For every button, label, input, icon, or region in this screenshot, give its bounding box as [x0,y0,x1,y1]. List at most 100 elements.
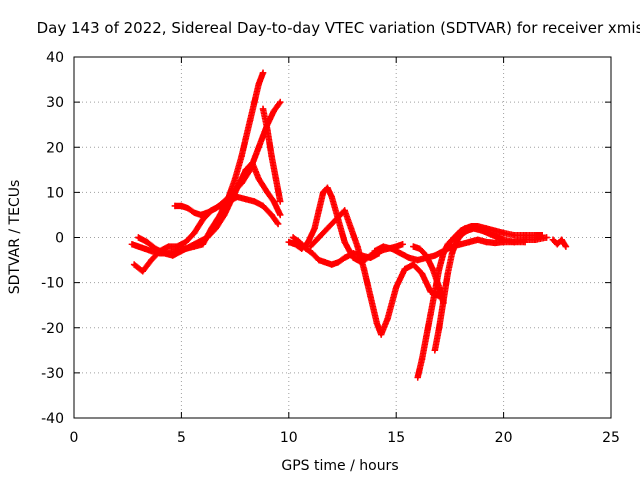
data-point [259,69,267,76]
x-tick-label: 15 [387,430,405,446]
data-point [319,189,327,196]
data-point [270,198,277,205]
data-point [384,315,391,322]
data-point [397,250,404,257]
data-point [500,236,507,243]
x-tick-label: 25 [602,430,620,446]
data-point [414,256,421,264]
data-point [367,292,374,300]
data-point [152,245,159,252]
data-point [212,204,219,212]
data-point [423,252,430,259]
data-point [315,256,323,264]
data-point [350,250,357,257]
data-point [444,241,451,248]
data-point [251,198,258,205]
data-point [558,236,565,243]
data-point [255,144,262,151]
data-point [328,261,335,268]
data-point [203,209,211,216]
x-axis-label: GPS time / hours [281,458,398,474]
data-point [238,153,245,160]
data-point [371,247,378,255]
data-point [191,229,198,237]
data-point [272,175,280,183]
data-point [335,259,342,266]
data-point [285,238,292,246]
data-point [483,238,490,246]
y-tick-label: 10 [46,185,64,201]
data-point [328,193,335,201]
data-point [423,333,430,340]
data-point [549,236,557,243]
data-point [238,180,245,187]
data-point [543,234,550,241]
data-point [139,268,146,275]
data-point [489,232,497,239]
data-point [521,232,529,239]
y-axis-label: SDTVAR / TECUs [7,180,23,295]
data-point [289,234,297,241]
data-point [429,265,436,273]
data-point [322,259,329,266]
data-point [264,189,271,196]
data-point [178,247,185,255]
y-tick-label: 30 [46,95,64,111]
data-point [191,209,198,216]
series-6 [289,234,383,268]
data-point [259,105,267,113]
data-point [184,204,192,212]
data-point [448,250,456,257]
data-point [341,207,348,214]
data-point [532,232,540,239]
data-point [221,211,228,219]
data-points [128,69,570,381]
data-point [274,220,282,228]
series-5 [285,184,406,266]
data-point [169,252,177,259]
axis-ticks: 0 5 10 15 20 25 -40 -30 -20 -10 0 10 20 30 40 [41,50,620,446]
data-point [401,265,408,273]
data-point [418,270,426,277]
data-point [178,202,185,210]
chart-title: Day 143 of 2022, Sidereal Day-to-day VTE… [37,19,640,37]
data-point [141,245,149,252]
data-point [270,107,277,115]
data-point [171,202,179,210]
data-point [478,227,486,234]
data-point [161,250,168,257]
data-point [431,288,439,295]
y-tick-label: 20 [46,140,64,156]
data-point [511,238,518,246]
data-point [324,225,331,232]
data-point [341,254,348,262]
data-point [130,261,138,268]
data-point [199,216,207,223]
data-point [410,261,417,268]
y-tick-label: 40 [46,50,64,66]
data-point [341,238,348,246]
data-point [444,270,451,277]
data-point [277,198,284,205]
data-point [474,236,482,243]
data-point [500,229,507,237]
series-7 [307,207,443,338]
data-point [309,250,316,257]
data-point [315,207,323,214]
y-tick-label: -30 [41,366,64,382]
y-tick-label: -10 [41,276,64,292]
data-point [377,331,385,338]
data-point [416,245,424,252]
data-point [221,198,228,205]
data-point [405,254,413,262]
data-point [212,225,219,232]
data-point [399,241,406,248]
data-point [521,238,529,246]
series-11 [410,243,447,307]
data-point [347,225,355,232]
data-point [246,116,254,124]
data-point [307,243,314,250]
data-point [264,126,271,133]
data-point [427,311,434,318]
